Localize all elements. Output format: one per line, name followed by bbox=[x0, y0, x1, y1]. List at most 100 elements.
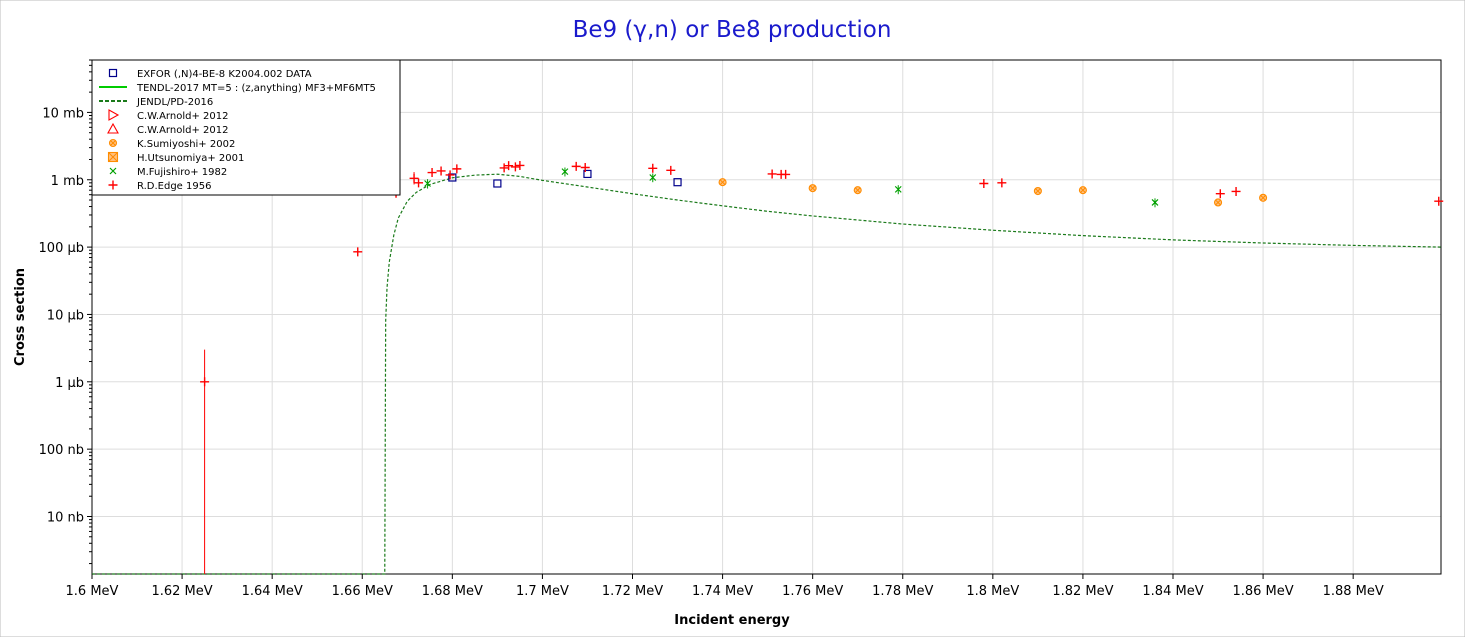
x-tick-label: 1.66 MeV bbox=[332, 584, 393, 599]
y-axis-title: Cross section bbox=[13, 268, 28, 366]
legend-symbol bbox=[108, 68, 118, 78]
data-point bbox=[997, 178, 1007, 188]
legend-entry-label: EXFOR (,N)4-BE-8 K2004.002 DATA bbox=[137, 69, 312, 80]
y-tick-label: 10 µb bbox=[47, 308, 84, 323]
data-point bbox=[493, 179, 502, 188]
data-point bbox=[979, 178, 989, 188]
marker-shape bbox=[452, 164, 462, 174]
marker-shape bbox=[448, 173, 457, 182]
axis-ticks: 1.6 MeV 1.62 MeV 1.64 MeV 1.66 MeV 1.68 MeV 1… bbox=[39, 59, 1384, 599]
data-point bbox=[515, 160, 525, 170]
marker-shape bbox=[436, 166, 446, 176]
marker-shape bbox=[108, 180, 118, 190]
data-point bbox=[1259, 193, 1268, 202]
x-tick-label: 1.86 MeV bbox=[1232, 584, 1293, 599]
marker-shape bbox=[504, 161, 514, 171]
data-point bbox=[718, 178, 727, 187]
y-tick-label: 1 mb bbox=[51, 174, 84, 189]
data-point bbox=[1231, 186, 1241, 196]
marker-shape bbox=[571, 161, 581, 171]
y-tick-label: 10 mb bbox=[42, 106, 84, 121]
marker-shape bbox=[979, 178, 989, 188]
y-tick-label: 100 µb bbox=[39, 241, 84, 256]
legend-symbol bbox=[107, 151, 119, 163]
marker-shape bbox=[108, 152, 118, 162]
legend-symbol bbox=[108, 180, 118, 190]
marker-shape bbox=[427, 168, 437, 178]
legend-entry-label: M.Fujishiro+ 1982 bbox=[137, 167, 227, 178]
marker-shape bbox=[510, 162, 520, 172]
marker-shape bbox=[353, 247, 363, 257]
legend-entry-label: TENDL-2017 MT=5 : (z,anything) MF3+MF6MT… bbox=[136, 83, 376, 94]
marker-shape bbox=[1215, 189, 1225, 199]
x-tick-label: 1.84 MeV bbox=[1142, 584, 1203, 599]
x-tick-label: 1.7 MeV bbox=[516, 584, 569, 599]
y-tick-label: 10 nb bbox=[47, 510, 84, 525]
data-point bbox=[424, 180, 431, 187]
data-point bbox=[1033, 186, 1042, 196]
marker-shape bbox=[110, 140, 116, 146]
data-point bbox=[583, 169, 592, 179]
marker-shape bbox=[649, 174, 657, 181]
data-point bbox=[353, 247, 363, 257]
data-point bbox=[1213, 198, 1223, 207]
legend-symbol bbox=[107, 122, 119, 134]
x-tick-label: 1.68 MeV bbox=[422, 584, 483, 599]
marker-shape bbox=[108, 109, 120, 121]
x-tick-label: 1.88 MeV bbox=[1323, 584, 1384, 599]
data-point bbox=[853, 186, 862, 195]
data-point bbox=[448, 173, 457, 182]
marker-shape bbox=[499, 163, 509, 173]
marker-shape bbox=[414, 178, 424, 188]
marker-shape bbox=[673, 178, 682, 187]
marker-shape bbox=[894, 185, 902, 193]
marker-shape bbox=[109, 167, 117, 175]
marker-shape bbox=[424, 180, 431, 187]
legend: EXFOR (,N)4-BE-8 K2004.002 DATA TENDL-201… bbox=[91, 59, 401, 196]
data-point bbox=[436, 166, 446, 176]
marker-shape bbox=[1215, 199, 1221, 206]
marker-shape bbox=[108, 68, 118, 78]
marker-shape bbox=[1231, 186, 1241, 196]
data-point bbox=[666, 165, 676, 175]
x-tick-label: 1.78 MeV bbox=[872, 584, 933, 599]
plot-area-border bbox=[91, 59, 1442, 575]
data-point bbox=[649, 174, 657, 181]
legend-entry-label: C.W.Arnold+ 2012 bbox=[137, 125, 228, 136]
marker-shape bbox=[719, 179, 726, 185]
marker-layer bbox=[200, 160, 1444, 574]
data-point bbox=[571, 161, 581, 171]
marker-shape bbox=[767, 169, 777, 179]
marker-shape bbox=[854, 187, 861, 193]
marker-shape bbox=[1260, 195, 1266, 201]
marker-shape bbox=[409, 173, 419, 183]
data-point bbox=[200, 377, 210, 387]
legend-entry-label: JENDL/PD-2016 bbox=[136, 97, 213, 108]
legend-box bbox=[91, 59, 401, 196]
legend-symbol bbox=[108, 109, 120, 121]
data-point bbox=[499, 163, 509, 173]
legend-symbol bbox=[109, 167, 117, 175]
data-point bbox=[414, 178, 424, 188]
y-tick-label: 1 µb bbox=[55, 376, 84, 391]
marker-shape bbox=[1035, 188, 1041, 194]
marker-shape bbox=[580, 163, 590, 173]
marker-shape bbox=[648, 163, 658, 173]
marker-shape bbox=[1080, 187, 1086, 193]
data-point bbox=[445, 170, 455, 180]
data-point bbox=[1078, 186, 1087, 195]
x-tick-label: 1.6 MeV bbox=[66, 584, 119, 599]
data-point bbox=[1151, 199, 1159, 206]
x-tick-label: 1.72 MeV bbox=[602, 584, 663, 599]
marker-shape bbox=[493, 179, 502, 188]
x-tick-label: 1.64 MeV bbox=[242, 584, 303, 599]
chart-title: Be9 (γ,n) or Be8 production bbox=[573, 17, 892, 43]
x-axis-title: Incident energy bbox=[674, 613, 790, 628]
legend-symbol bbox=[108, 138, 118, 148]
legend-entry-label: H.Utsunomiya+ 2001 bbox=[137, 153, 244, 164]
x-tick-label: 1.62 MeV bbox=[151, 584, 212, 599]
marker-shape bbox=[1151, 199, 1159, 206]
marker-shape bbox=[107, 122, 119, 134]
